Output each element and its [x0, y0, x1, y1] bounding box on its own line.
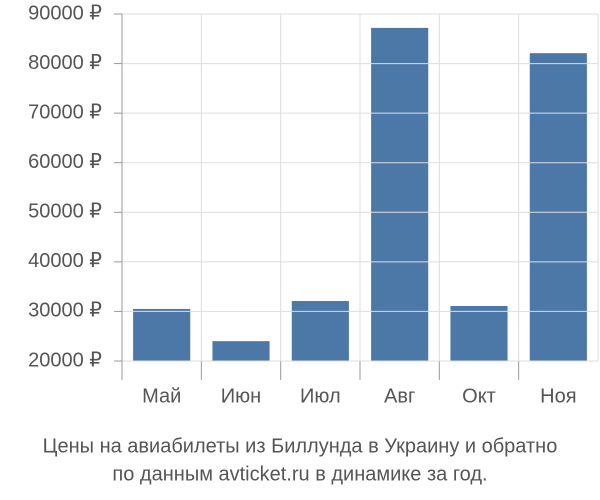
bar [529, 53, 587, 361]
x-tick-label: Июл [300, 385, 341, 407]
bar [212, 341, 270, 361]
y-tick-label: 70000 ₽ [28, 101, 102, 123]
x-tick-label: Окт [462, 385, 496, 407]
y-tick-label: 30000 ₽ [28, 300, 102, 322]
x-tick-label: Авг [384, 385, 415, 407]
y-tick-label: 90000 ₽ [28, 2, 102, 24]
x-tick-label: Ноя [540, 385, 576, 407]
y-tick-label: 80000 ₽ [28, 52, 102, 74]
bar [450, 305, 508, 361]
bar [371, 27, 429, 361]
chart-subtitle: по данным avticket.ru в динамике за год. [112, 463, 487, 485]
chart-title: Цены на авиабилеты из Биллунда в Украину… [43, 435, 558, 457]
y-tick-label: 20000 ₽ [28, 349, 102, 371]
bar [291, 301, 349, 361]
y-tick-label: 60000 ₽ [28, 151, 102, 173]
y-tick-label: 40000 ₽ [28, 250, 102, 272]
x-tick-label: Июн [221, 385, 261, 407]
x-tick-label: Май [142, 385, 181, 407]
y-tick-label: 50000 ₽ [28, 201, 102, 223]
bar [133, 308, 191, 361]
